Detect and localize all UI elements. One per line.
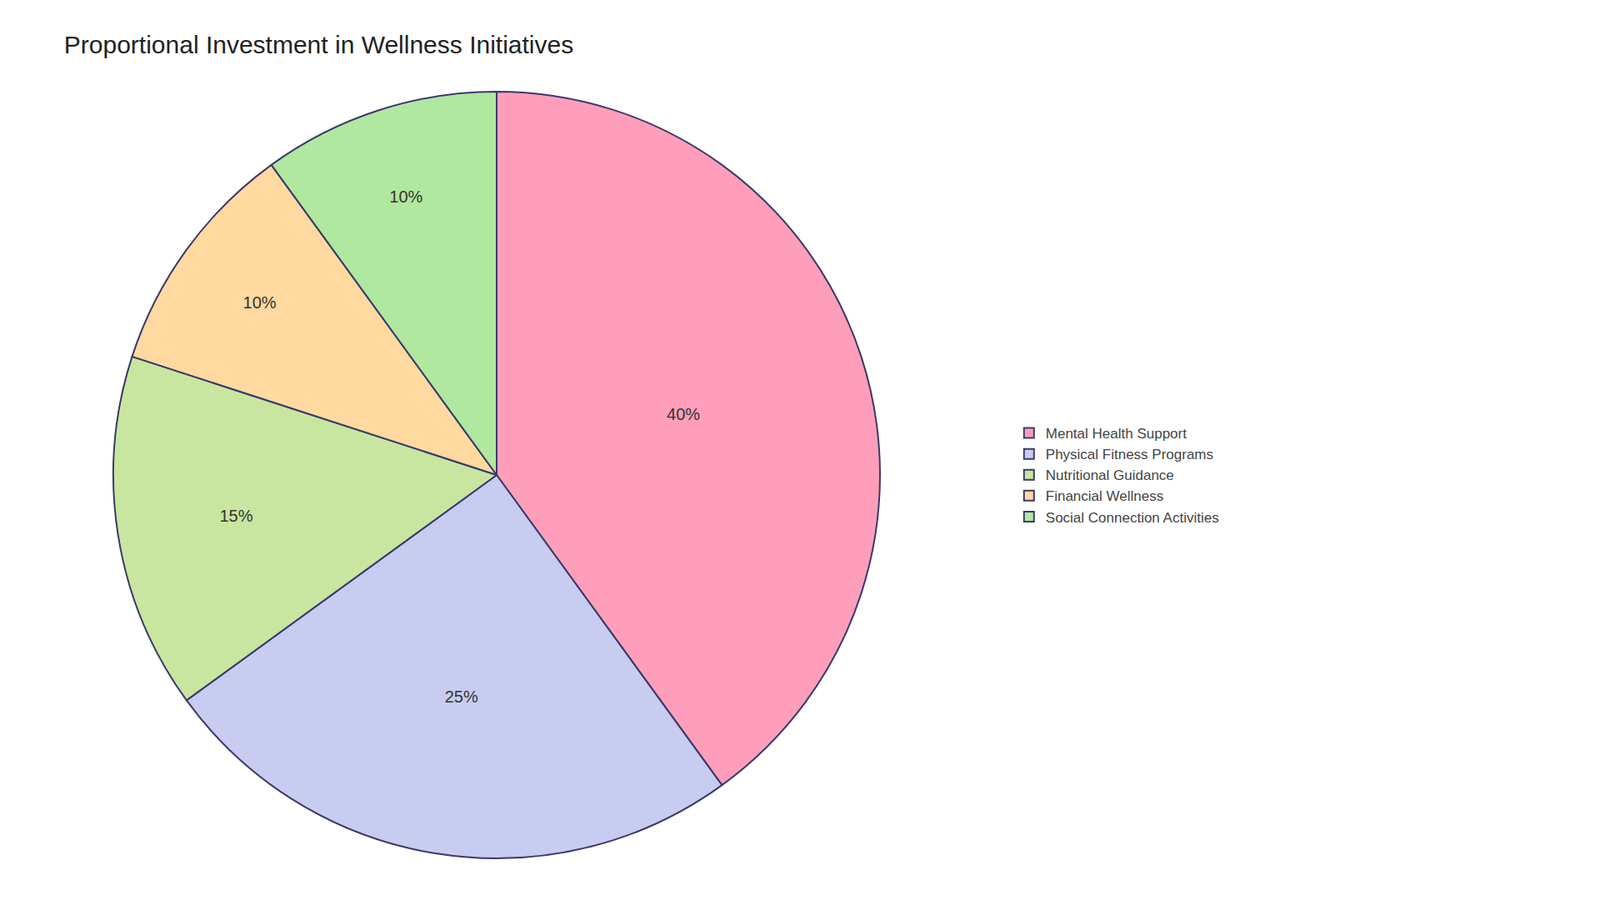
svg-text:25%: 25% [445, 687, 479, 706]
svg-text:Physical Fitness Programs: Physical Fitness Programs [1045, 446, 1214, 463]
svg-text:15%: 15% [219, 506, 253, 525]
svg-text:Social Connection Activities: Social Connection Activities [1045, 510, 1220, 526]
svg-text:Proportional Investment in Wel: Proportional Investment in Wellness Init… [64, 30, 574, 59]
svg-text:Financial Wellness: Financial Wellness [1045, 488, 1164, 505]
svg-text:Mental Health Support: Mental Health Support [1045, 425, 1187, 442]
svg-text:10%: 10% [243, 293, 277, 312]
svg-text:10%: 10% [389, 187, 423, 206]
svg-text:Nutritional Guidance: Nutritional Guidance [1045, 467, 1175, 484]
svg-text:40%: 40% [666, 405, 700, 424]
